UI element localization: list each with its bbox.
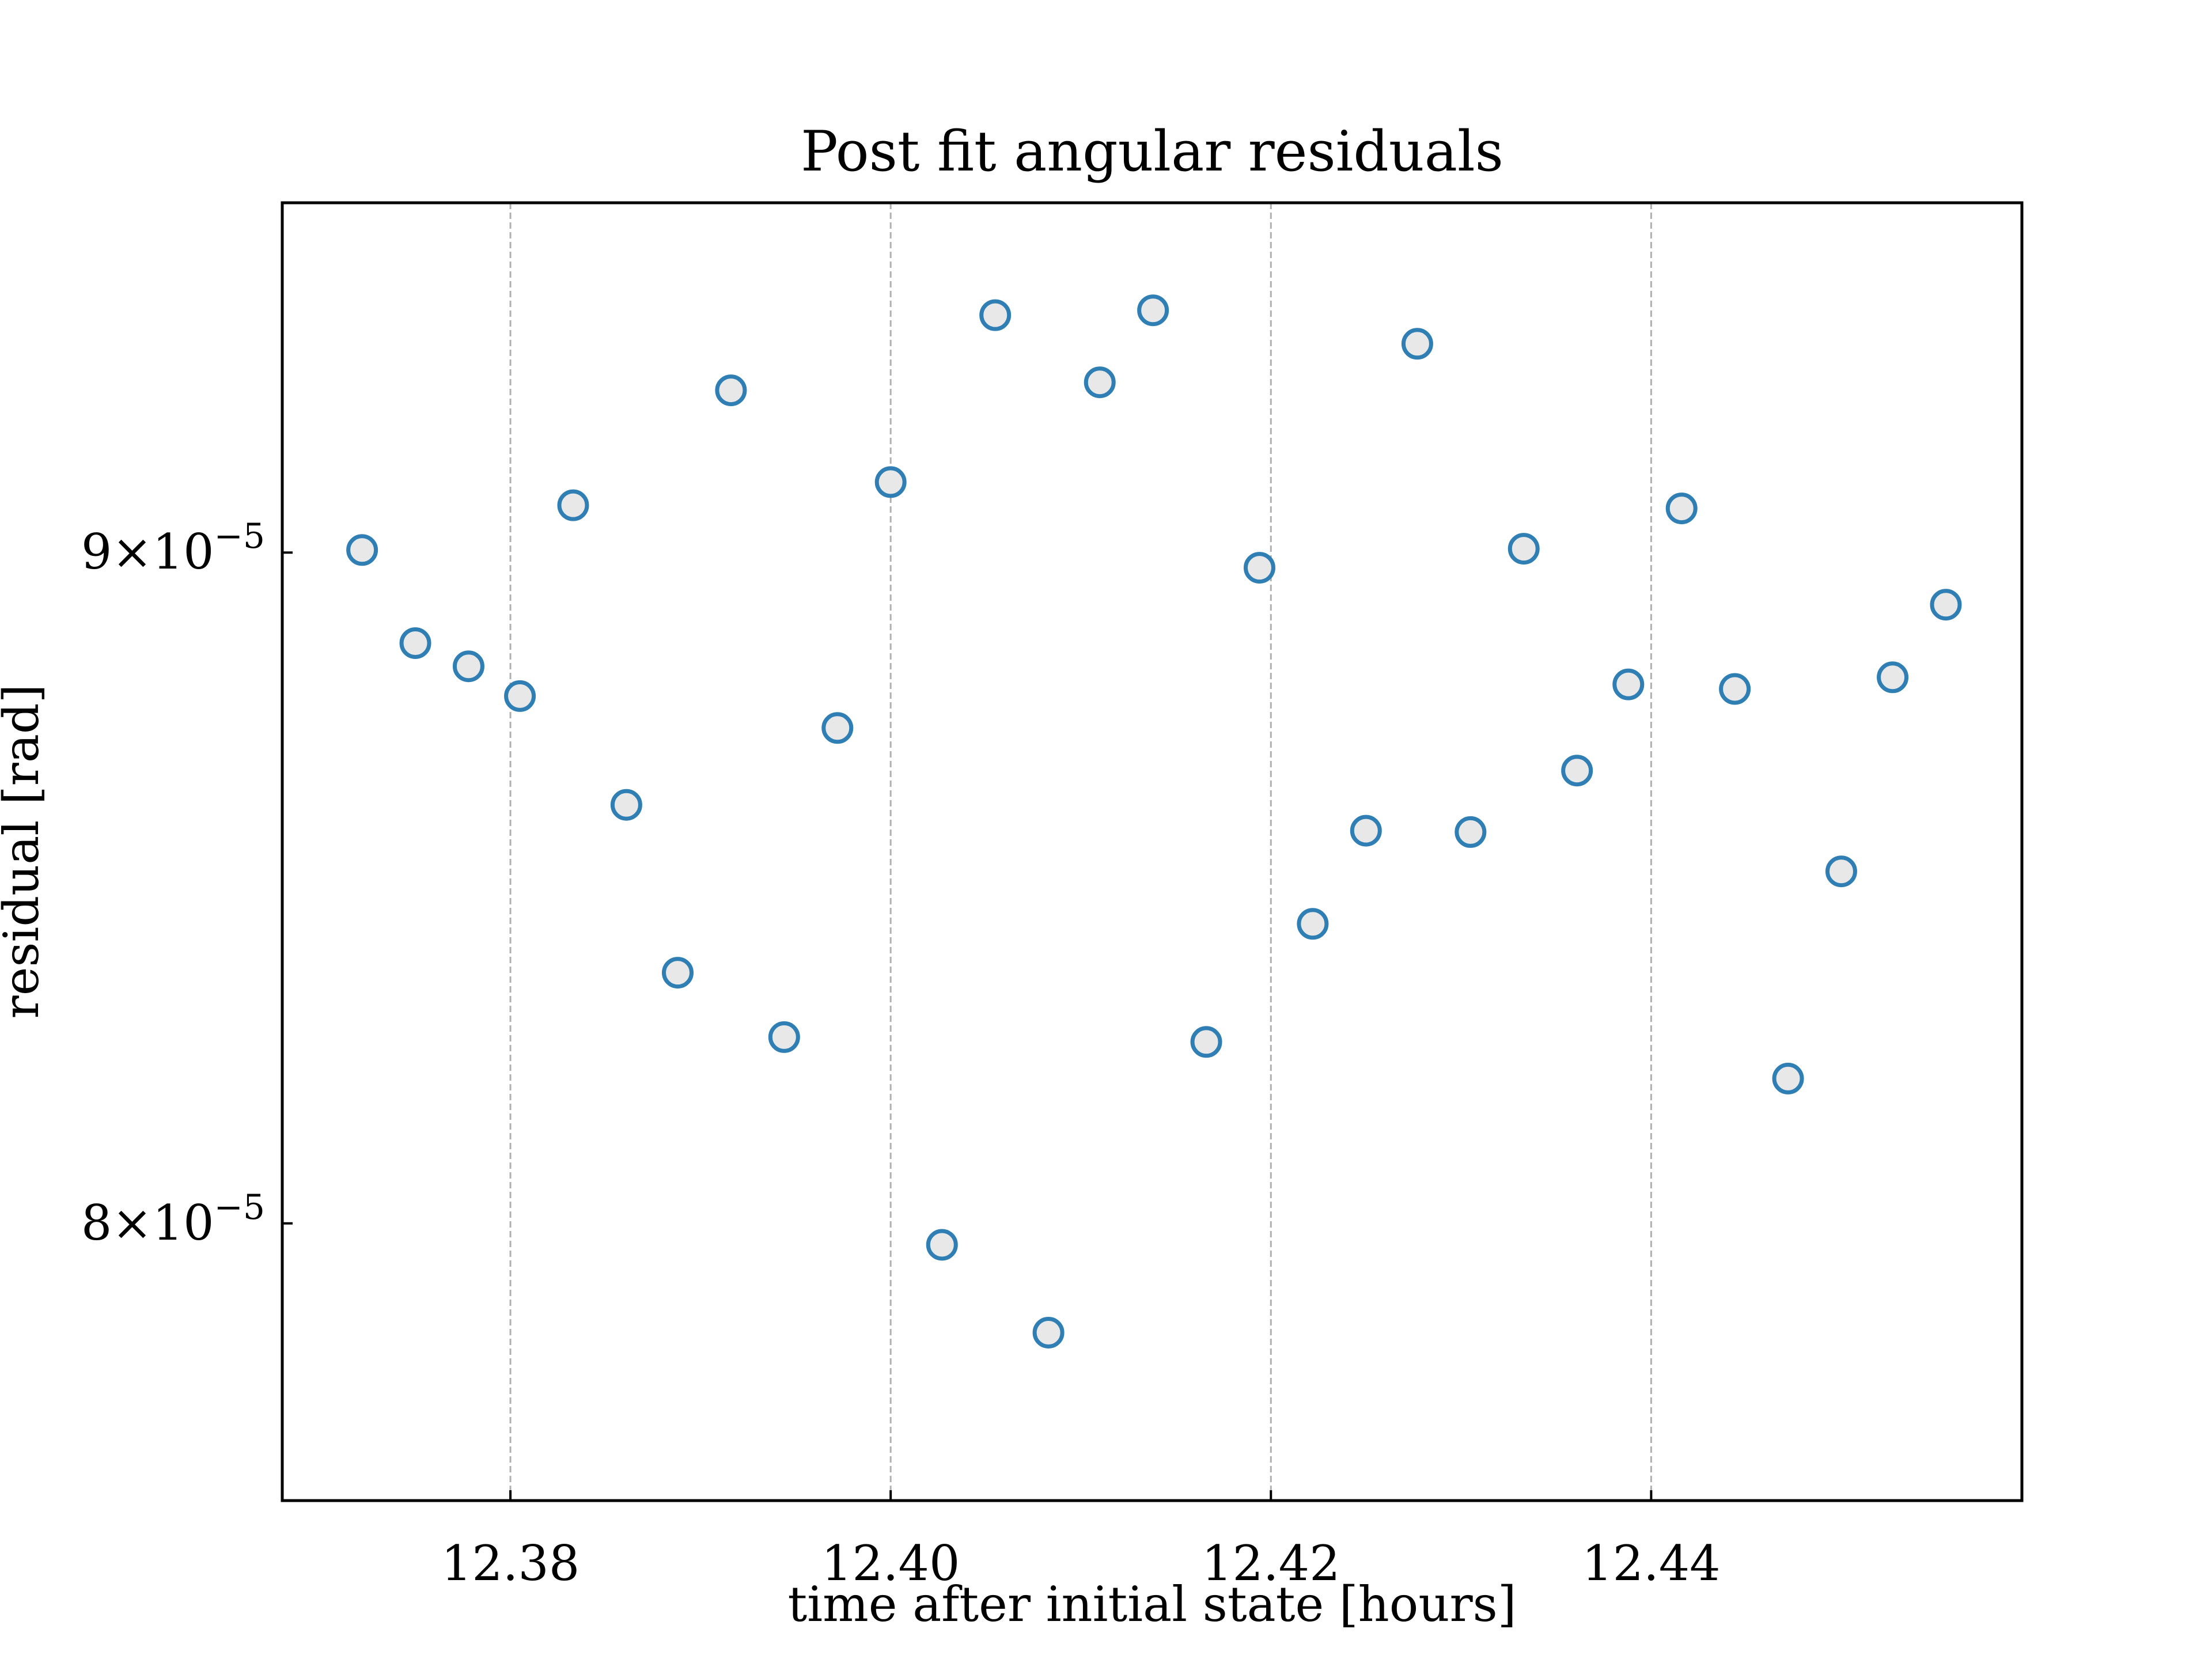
data-point bbox=[504, 680, 536, 712]
chart-title: Post fit angular residuals bbox=[801, 119, 1503, 184]
data-point bbox=[1084, 366, 1116, 399]
x-tick-label: 12.40 bbox=[821, 1535, 960, 1592]
x-tick-label: 12.44 bbox=[1582, 1535, 1720, 1592]
data-point bbox=[662, 957, 694, 989]
data-point bbox=[557, 489, 589, 521]
data-point bbox=[1772, 1062, 1804, 1094]
x-axis-label: time after initial state [hours] bbox=[788, 1576, 1517, 1633]
x-tick-label: 12.42 bbox=[1202, 1535, 1340, 1592]
data-point bbox=[1719, 673, 1751, 705]
axis-ticks: 12.38 12.40 12.42 12.44 9×10−5 8×10−5 bbox=[81, 516, 1721, 1592]
data-point bbox=[1930, 589, 1962, 621]
data-point bbox=[821, 712, 854, 744]
data-point bbox=[452, 650, 484, 683]
y-tick-label: 8×10−5 bbox=[81, 1187, 265, 1251]
data-point bbox=[926, 1229, 958, 1261]
data-point bbox=[1350, 815, 1382, 847]
data-point bbox=[1137, 294, 1169, 327]
data-point bbox=[1243, 552, 1275, 584]
data-point bbox=[1877, 661, 1909, 694]
data-point bbox=[874, 466, 907, 498]
data-point bbox=[1825, 855, 1857, 888]
data-points bbox=[346, 294, 1962, 1349]
data-point bbox=[1401, 328, 1433, 360]
data-point bbox=[1508, 533, 1540, 565]
y-tick-label: 9×10−5 bbox=[81, 516, 265, 580]
data-point bbox=[1032, 1316, 1065, 1349]
data-point bbox=[1612, 668, 1645, 700]
x-tick-label: 12.38 bbox=[441, 1535, 579, 1592]
data-point bbox=[1665, 493, 1698, 525]
data-point bbox=[1455, 816, 1487, 848]
data-point bbox=[1297, 908, 1329, 940]
data-point bbox=[610, 789, 642, 821]
plot-frame bbox=[281, 201, 2024, 1502]
grid-lines bbox=[509, 203, 1652, 1501]
data-point bbox=[979, 299, 1012, 331]
data-point bbox=[768, 1021, 800, 1053]
data-point bbox=[1190, 1026, 1222, 1058]
y-axis-label: residual [rad] bbox=[0, 684, 50, 1019]
data-point bbox=[346, 534, 378, 566]
data-point bbox=[715, 374, 747, 407]
data-point bbox=[1561, 755, 1593, 787]
data-point bbox=[399, 627, 431, 659]
